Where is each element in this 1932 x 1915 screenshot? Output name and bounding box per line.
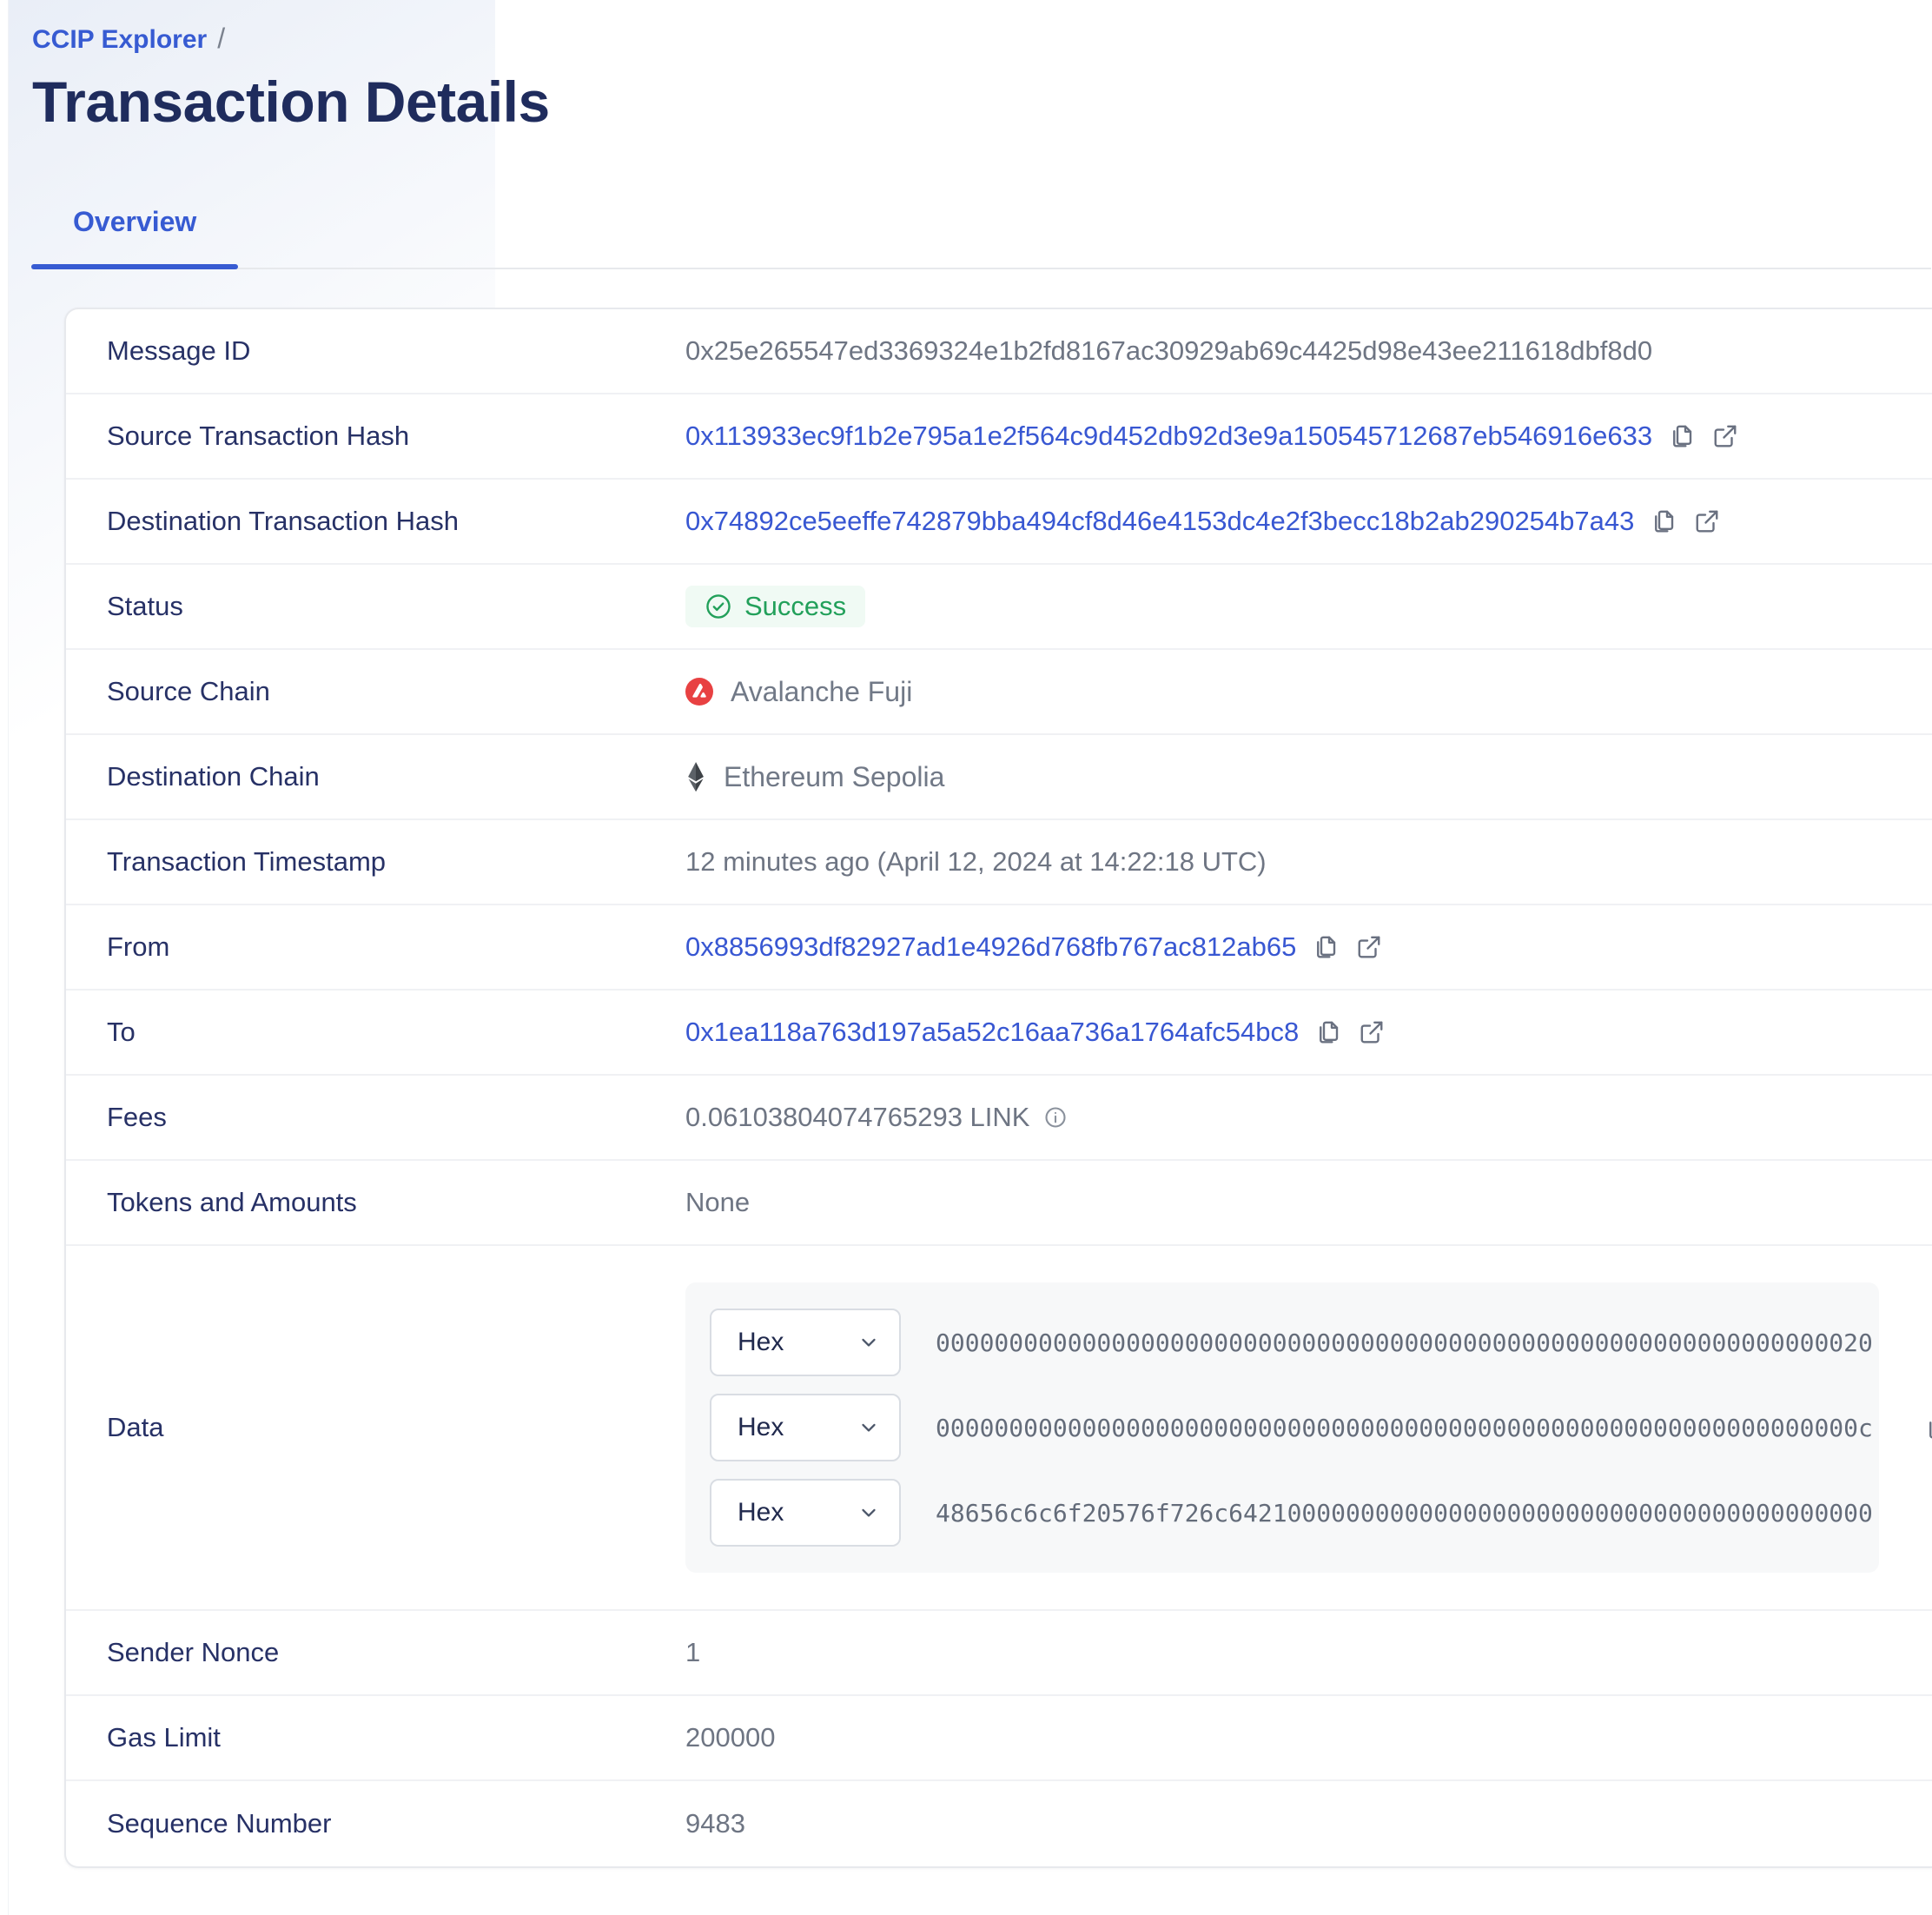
row-status: Status Success bbox=[66, 565, 1932, 650]
row-source-chain: Source Chain Avalanche Fuji bbox=[66, 650, 1932, 735]
source-tx-hash-link[interactable]: 0x113933ec9f1b2e795a1e2f564c9d452db92d3e… bbox=[685, 421, 1653, 451]
external-link-icon[interactable] bbox=[1693, 507, 1721, 535]
data-hex-box: Hex 000000000000000000000000000000000000… bbox=[685, 1282, 1879, 1573]
row-destination-transaction-hash: Destination Transaction Hash 0x74892ce5e… bbox=[66, 480, 1932, 565]
breadcrumb: CCIP Explorer / bbox=[32, 23, 1932, 55]
transaction-details-card: Message ID 0x25e265547ed3369324e1b2fd816… bbox=[64, 308, 1932, 1868]
chevron-down-icon bbox=[862, 1423, 876, 1432]
field-label: Gas Limit bbox=[107, 1722, 221, 1753]
copy-icon[interactable] bbox=[1312, 933, 1340, 961]
status-badge: Success bbox=[685, 586, 866, 627]
field-label: To bbox=[107, 1017, 136, 1047]
encoding-select-value: Hex bbox=[738, 1328, 784, 1356]
field-label: Tokens and Amounts bbox=[107, 1187, 357, 1217]
row-sequence-number: Sequence Number 9483 bbox=[66, 1781, 1932, 1866]
breadcrumb-separator: / bbox=[217, 23, 226, 54]
destination-chain-value: Ethereum Sepolia bbox=[685, 761, 944, 793]
field-label: Sequence Number bbox=[107, 1808, 332, 1839]
copy-data-icon[interactable] bbox=[1924, 1414, 1932, 1441]
external-link-icon[interactable] bbox=[1358, 1018, 1386, 1046]
external-link-icon[interactable] bbox=[1355, 933, 1383, 961]
copy-icon[interactable] bbox=[1650, 507, 1677, 535]
fees-value: 0.06103804074765293 LINK bbox=[685, 1102, 1030, 1132]
field-label: Fees bbox=[107, 1102, 167, 1132]
row-from: From 0x8856993df82927ad1e4926d768fb767ac… bbox=[66, 905, 1932, 991]
tabs-bar: Overview bbox=[31, 190, 1931, 269]
status-badge-label: Success bbox=[744, 591, 847, 621]
data-line: Hex 000000000000000000000000000000000000… bbox=[710, 1394, 1879, 1461]
row-transaction-timestamp: Transaction Timestamp 12 minutes ago (Ap… bbox=[66, 820, 1932, 905]
encoding-select[interactable]: Hex bbox=[710, 1479, 901, 1547]
hex-line-value: 0000000000000000000000000000000000000000… bbox=[936, 1413, 1873, 1442]
ethereum-icon bbox=[688, 762, 704, 792]
row-gas-limit: Gas Limit 200000 bbox=[66, 1696, 1932, 1781]
from-address-link[interactable]: 0x8856993df82927ad1e4926d768fb767ac812ab… bbox=[685, 931, 1297, 962]
field-label: Status bbox=[107, 591, 183, 621]
tokens-value: None bbox=[685, 1187, 751, 1217]
field-label: Destination Transaction Hash bbox=[107, 506, 459, 536]
row-tokens-and-amounts: Tokens and Amounts None bbox=[66, 1161, 1932, 1246]
field-label: Data bbox=[107, 1412, 164, 1442]
to-address-link[interactable]: 0x1ea118a763d197a5a52c16aa736a1764afc54b… bbox=[685, 1017, 1300, 1047]
copy-icon[interactable] bbox=[1668, 422, 1696, 450]
chevron-down-icon bbox=[862, 1508, 876, 1517]
message-id-value: 0x25e265547ed3369324e1b2fd8167ac30929ab6… bbox=[685, 335, 1653, 366]
destination-tx-hash-link[interactable]: 0x74892ce5eeffe742879bba494cf8d46e4153dc… bbox=[685, 506, 1635, 536]
encoding-select[interactable]: Hex bbox=[710, 1309, 901, 1376]
data-line: Hex 000000000000000000000000000000000000… bbox=[710, 1309, 1879, 1376]
row-to: To 0x1ea118a763d197a5a52c16aa736a1764afc… bbox=[66, 991, 1932, 1076]
row-source-transaction-hash: Source Transaction Hash 0x113933ec9f1b2e… bbox=[66, 394, 1932, 480]
field-label: From bbox=[107, 931, 170, 962]
hex-line-value: 48656c6c6f20576f726c64210000000000000000… bbox=[936, 1498, 1873, 1527]
gas-limit-value: 200000 bbox=[685, 1722, 776, 1753]
sender-nonce-value: 1 bbox=[685, 1637, 701, 1667]
field-label: Message ID bbox=[107, 335, 251, 366]
timestamp-value: 12 minutes ago (April 12, 2024 at 14:22:… bbox=[685, 846, 1267, 877]
row-message-id: Message ID 0x25e265547ed3369324e1b2fd816… bbox=[66, 309, 1932, 394]
destination-chain-name: Ethereum Sepolia bbox=[724, 760, 945, 792]
info-icon[interactable] bbox=[1043, 1105, 1068, 1130]
row-sender-nonce: Sender Nonce 1 bbox=[66, 1611, 1932, 1696]
page-title: Transaction Details bbox=[32, 70, 550, 134]
breadcrumb-ccip-explorer-link[interactable]: CCIP Explorer bbox=[32, 25, 208, 54]
field-label: Source Transaction Hash bbox=[107, 421, 410, 451]
transaction-details-page: CCIP Explorer / Transaction Details Over… bbox=[31, 23, 1932, 1868]
field-label: Destination Chain bbox=[107, 761, 320, 792]
encoding-select-value: Hex bbox=[738, 1498, 784, 1527]
field-label: Source Chain bbox=[107, 676, 270, 706]
data-line: Hex 48656c6c6f20576f726c6421000000000000… bbox=[710, 1479, 1879, 1547]
avalanche-icon bbox=[685, 678, 713, 706]
copy-icon[interactable] bbox=[1314, 1018, 1342, 1046]
encoding-select[interactable]: Hex bbox=[710, 1394, 901, 1461]
source-chain-value: Avalanche Fuji bbox=[685, 676, 912, 708]
chevron-down-icon bbox=[862, 1338, 876, 1347]
check-circle-icon bbox=[706, 594, 731, 619]
field-label: Sender Nonce bbox=[107, 1637, 280, 1667]
field-label: Transaction Timestamp bbox=[107, 846, 387, 877]
external-link-icon[interactable] bbox=[1711, 422, 1739, 450]
row-destination-chain: Destination Chain Ethereum Sepolia bbox=[66, 735, 1932, 820]
tab-overview[interactable]: Overview bbox=[31, 190, 239, 269]
row-data: Data Hex 0000000000000000000000000000000… bbox=[66, 1246, 1932, 1611]
encoding-select-value: Hex bbox=[738, 1413, 784, 1441]
row-fees: Fees 0.06103804074765293 LINK bbox=[66, 1076, 1932, 1161]
source-chain-name: Avalanche Fuji bbox=[731, 675, 913, 707]
hex-line-value: 0000000000000000000000000000000000000000… bbox=[936, 1328, 1873, 1357]
sequence-number-value: 9483 bbox=[685, 1808, 745, 1839]
